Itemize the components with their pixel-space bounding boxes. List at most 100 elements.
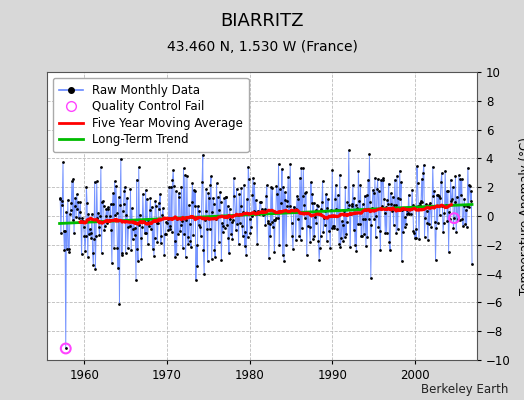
Point [241,228,249,235]
Point [84,211,93,217]
Point [117,251,126,258]
Point [352,248,361,254]
Point [370,216,378,222]
Point [215,207,224,213]
Point [267,184,275,190]
Point [234,212,242,218]
Point [330,223,339,229]
Point [435,192,443,199]
Point [434,192,442,198]
Point [138,224,146,230]
Point [78,214,86,221]
Point [289,204,298,210]
Point [310,233,319,240]
Point [407,211,415,217]
Point [174,190,183,196]
Point [300,214,309,221]
Point [139,218,148,224]
Point [78,251,86,258]
Point [121,184,129,190]
Point [398,258,406,264]
Point [356,182,365,188]
Point [246,230,255,237]
Point [192,242,201,248]
Point [150,235,159,241]
Point [387,190,395,197]
Point [73,205,82,212]
Point [257,208,266,215]
Point [467,188,475,195]
Point [197,213,205,220]
Point [82,184,91,190]
Point [333,226,341,232]
Point [452,229,461,236]
Point [254,207,262,214]
Point [439,229,447,235]
Point [58,202,67,208]
Point [464,204,473,210]
Point [457,176,466,182]
Point [124,245,132,251]
Point [446,216,454,222]
Point [400,204,408,211]
Point [69,217,77,223]
Point [345,202,354,208]
Point [344,206,352,212]
Point [250,180,259,186]
Point [336,244,345,250]
Point [403,211,411,217]
Point [363,192,371,198]
Point [218,220,226,226]
Point [146,207,154,213]
Point [135,164,143,171]
Point [428,203,436,209]
Point [241,243,249,250]
Point [245,216,254,222]
Point [325,213,334,220]
Point [408,187,416,193]
Point [208,208,216,215]
Point [73,191,81,198]
Point [149,218,157,224]
Point [93,178,101,184]
Point [64,246,73,252]
Point [208,256,216,262]
Point [296,174,304,181]
Point [188,180,196,186]
Point [227,231,235,238]
Point [388,208,396,214]
Point [183,173,191,179]
Point [249,208,258,214]
Point [323,204,332,211]
Point [302,189,310,196]
Point [243,196,251,202]
Point [353,205,361,211]
Point [216,188,224,195]
Point [332,206,341,212]
Point [158,212,166,218]
Point [413,180,422,187]
Point [133,246,141,252]
Point [372,234,380,240]
Point [425,221,433,227]
Point [227,219,236,225]
Point [147,226,155,232]
Point [205,195,213,201]
Point [132,277,140,284]
Point [190,187,198,193]
Point [356,221,364,228]
Point [383,230,391,236]
Point [61,227,69,234]
Point [157,232,166,239]
Point [396,196,405,202]
Point [273,191,281,197]
Point [225,206,234,212]
Point [79,218,87,224]
Point [112,183,120,189]
Point [140,217,148,224]
Point [179,245,187,251]
Point [165,184,173,190]
Point [320,214,328,221]
Point [438,170,446,176]
Point [322,191,330,197]
